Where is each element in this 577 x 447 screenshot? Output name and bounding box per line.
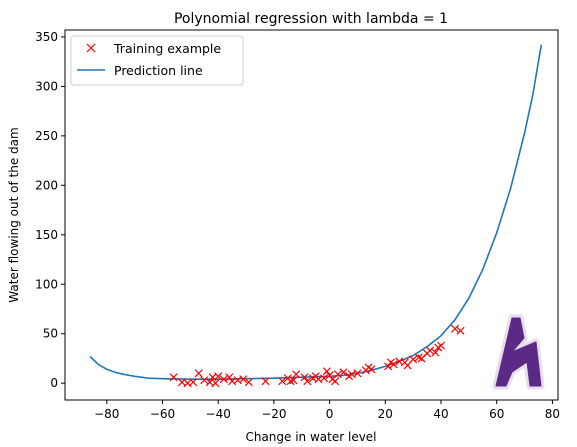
- training-example-point: [219, 375, 228, 384]
- x-tick-label: −60: [150, 407, 175, 421]
- y-tick-label: 200: [35, 178, 58, 192]
- x-tick-label: 0: [326, 407, 334, 421]
- training-example-point: [278, 377, 287, 386]
- legend-frame: [70, 35, 244, 86]
- legend: Training example Prediction line: [70, 35, 244, 86]
- training-example-point: [211, 379, 220, 388]
- training-example-point: [450, 324, 459, 333]
- y-axis-label: Water flowing out of the dam: [7, 127, 21, 302]
- training-example-point: [456, 326, 465, 335]
- training-example-point: [303, 377, 312, 386]
- y-tick-label: 300: [35, 79, 58, 93]
- training-example-point: [261, 377, 270, 386]
- training-example-point: [300, 373, 309, 382]
- logo-watermark-icon: [492, 314, 545, 390]
- plot-frame: [64, 29, 559, 401]
- training-example-point: [409, 355, 418, 364]
- y-tick-label: 250: [35, 129, 58, 143]
- training-example-point: [414, 353, 423, 362]
- x-axis-label: Change in water level: [245, 430, 376, 444]
- training-example-point: [353, 369, 362, 378]
- training-example-point: [214, 372, 223, 381]
- x-tick-label: −40: [206, 407, 231, 421]
- training-example-point: [331, 377, 340, 386]
- x-tick-label: 20: [378, 407, 393, 421]
- training-example-point: [333, 370, 342, 379]
- legend-label-training: Training example: [113, 41, 221, 56]
- x-tick-label: −20: [261, 407, 286, 421]
- x-tick-label: 60: [489, 407, 504, 421]
- training-example-point: [289, 376, 298, 385]
- training-markers-layer: [169, 324, 465, 388]
- x-tick-label: 40: [433, 407, 448, 421]
- training-example-point: [367, 365, 376, 374]
- training-example-point: [286, 377, 295, 386]
- training-example-point: [225, 373, 234, 382]
- training-example-point: [339, 368, 348, 377]
- y-tick-label: 50: [43, 327, 58, 341]
- training-example-point: [292, 370, 301, 379]
- y-axis: 0 50 100 150 200 250 300 350: [35, 30, 65, 390]
- legend-label-prediction: Prediction line: [114, 63, 203, 78]
- legend-marker-training: [86, 43, 96, 53]
- x-tick-label: −80: [94, 407, 119, 421]
- training-example-point: [169, 373, 178, 382]
- training-example-point: [244, 378, 253, 387]
- training-example-point: [431, 348, 440, 357]
- y-tick-label: 350: [35, 30, 58, 44]
- x-tick-label: 80: [545, 407, 560, 421]
- training-example-point: [320, 374, 329, 383]
- training-example-point: [189, 378, 198, 387]
- training-example-point: [384, 362, 393, 371]
- training-example-point: [194, 369, 203, 378]
- training-example-point: [425, 346, 434, 355]
- training-example-point: [200, 376, 209, 385]
- y-tick-label: 0: [50, 376, 58, 390]
- y-tick-label: 150: [35, 228, 58, 242]
- y-tick-label: 100: [35, 277, 58, 291]
- training-example-point: [239, 375, 248, 384]
- training-example-point: [389, 360, 398, 369]
- x-axis: −80 −60 −40 −20 0 20 40 60 80: [94, 400, 560, 421]
- training-example-point: [436, 341, 446, 350]
- training-example-point: [322, 367, 331, 376]
- chart-title: Polynomial regression with lambda = 1: [174, 11, 448, 27]
